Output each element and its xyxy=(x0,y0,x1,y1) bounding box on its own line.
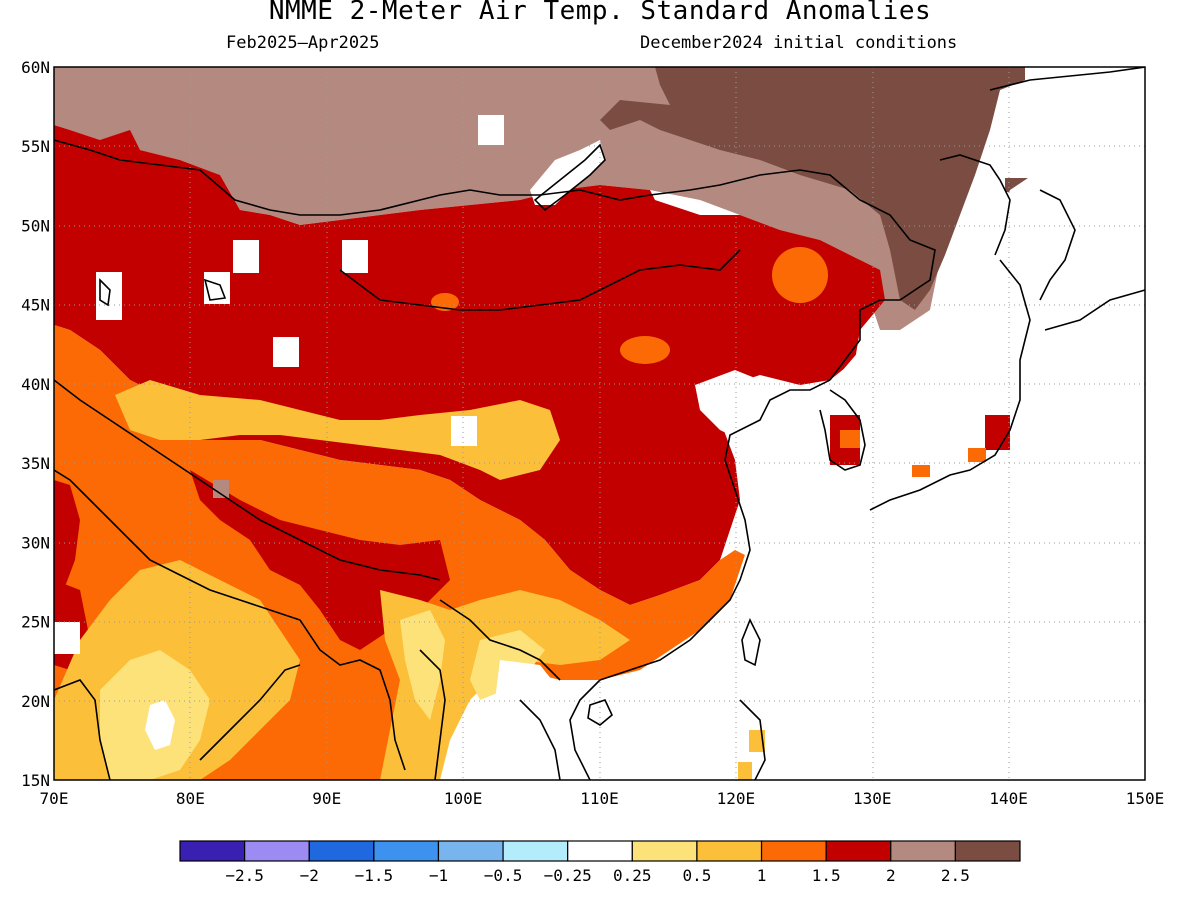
colorbar-label: −1 xyxy=(429,866,448,885)
manchuria-anomaly xyxy=(772,247,828,303)
colorbar-label: 1 xyxy=(757,866,767,885)
lake-box xyxy=(451,416,477,446)
korea-anomaly-orange xyxy=(840,430,860,448)
colorbar-swatch xyxy=(696,840,763,862)
lake-box xyxy=(273,337,299,367)
colorbar-label: 0.5 xyxy=(682,866,711,885)
lake-box xyxy=(54,622,80,654)
anomaly-zone-0.5-1-tibet xyxy=(115,380,560,480)
near-normal-indochina xyxy=(495,660,600,780)
coastlines xyxy=(54,67,1145,780)
lake-box xyxy=(342,240,368,273)
lat-tick-label: 40N xyxy=(21,375,50,394)
anomaly-zone-0.25-0.5-myanmar xyxy=(400,610,445,720)
forecast-period: Feb2025–Apr2025 xyxy=(226,33,380,53)
lat-tick-label: 60N xyxy=(21,58,50,77)
colorbar-swatch xyxy=(373,840,440,862)
colorbar-label: 1.5 xyxy=(812,866,841,885)
colorbar-swatch xyxy=(825,840,892,862)
colorbar-label: −2.5 xyxy=(225,866,264,885)
colorbar-label: 0.25 xyxy=(613,866,652,885)
colorbar-label: −0.25 xyxy=(544,866,592,885)
lon-tick-label: 100E xyxy=(444,789,483,808)
colorbar-swatch xyxy=(631,840,698,862)
colorbar-label: 2.5 xyxy=(941,866,970,885)
colorbar-label: −1.5 xyxy=(355,866,394,885)
colorbar-swatch xyxy=(308,840,375,862)
lat-tick-label: 35N xyxy=(21,454,50,473)
colorbar-label: −2 xyxy=(300,866,319,885)
colorbar-label: −0.5 xyxy=(484,866,523,885)
colorbar-swatch xyxy=(567,840,633,862)
lon-tick-label: 90E xyxy=(312,789,341,808)
lon-tick-label: 130E xyxy=(853,789,892,808)
colorbar-swatch xyxy=(890,840,956,862)
colorbar: −2.5 −2 −1.5 −1 −0.5 −0.25 0.25 0.5 1 1.5 2 2.5 xyxy=(179,840,1021,885)
lake-box xyxy=(233,240,259,273)
latitude-tick-labels: 15N 20N 25N 30N 35N 40N 45N 50N 55N 60N xyxy=(21,58,50,790)
map-title: NMME 2-Meter Air Temp. Standard Anomalie… xyxy=(268,0,932,26)
mongolia-anomaly xyxy=(620,336,670,364)
lon-tick-label: 110E xyxy=(580,789,619,808)
japan-anomaly-orange xyxy=(968,448,986,462)
anomaly-zone-1.5-2 xyxy=(54,125,885,605)
longitude-tick-labels: 70E 80E 90E 100E 110E 120E 130E 140E 150E xyxy=(40,789,1165,808)
colorbar-swatch xyxy=(179,840,246,862)
lat-tick-label: 15N xyxy=(21,771,50,790)
initial-conditions: December2024 initial conditions xyxy=(640,33,958,53)
colorbar-swatch xyxy=(954,840,1021,862)
lon-tick-label: 140E xyxy=(989,789,1028,808)
near-normal-india xyxy=(145,700,175,750)
taiwan-anomaly xyxy=(749,730,765,752)
colorbar-swatch xyxy=(502,840,569,862)
japan-anomaly-orange-2 xyxy=(912,465,930,477)
colorbar-swatch xyxy=(760,840,827,862)
lat-tick-label: 20N xyxy=(21,692,50,711)
lon-tick-label: 70E xyxy=(40,789,69,808)
colorbar-swatch xyxy=(244,840,310,862)
colorbar-swatch xyxy=(437,840,504,862)
lon-tick-label: 150E xyxy=(1126,789,1165,808)
tibet-patch xyxy=(213,480,229,498)
lat-tick-label: 55N xyxy=(21,137,50,156)
colorbar-label: 2 xyxy=(886,866,896,885)
lat-tick-label: 30N xyxy=(21,533,50,552)
lon-tick-label: 80E xyxy=(176,789,205,808)
lon-tick-label: 120E xyxy=(717,789,756,808)
lat-tick-label: 25N xyxy=(21,613,50,632)
ocean-east xyxy=(620,140,1145,780)
yellow-sea-box xyxy=(695,370,760,440)
lat-tick-label: 50N xyxy=(21,216,50,235)
lake-box xyxy=(478,115,504,145)
japan-anomaly xyxy=(985,415,1010,450)
anomaly-field xyxy=(54,67,1145,780)
philippines-anomaly xyxy=(738,762,752,780)
plot-frame xyxy=(53,66,1146,781)
anomaly-zone-gt2.5 xyxy=(600,67,1025,310)
lat-tick-label: 45N xyxy=(21,296,50,315)
